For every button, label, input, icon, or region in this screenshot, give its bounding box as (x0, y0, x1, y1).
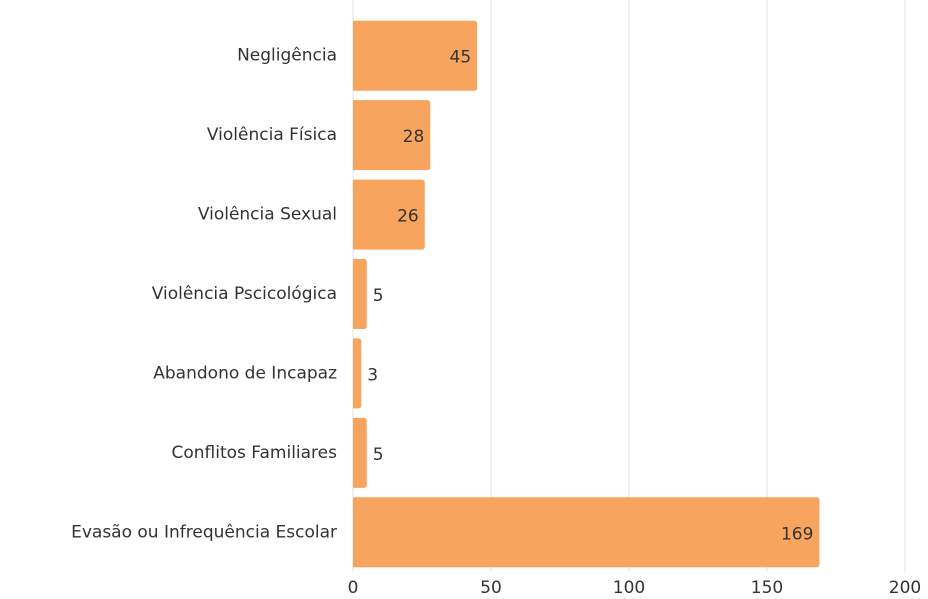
y-tick-label: Negligência (237, 46, 337, 66)
bar (353, 417, 367, 488)
x-tick-label: 0 (348, 578, 359, 598)
value-label: 169 (781, 524, 813, 544)
value-label: 3 (367, 365, 378, 385)
value-label: 28 (403, 127, 425, 147)
y-tick-label: Abandono de Incapaz (153, 363, 337, 383)
bar (353, 338, 362, 409)
value-label: 45 (450, 48, 472, 68)
y-tick-label: Violência Sexual (198, 205, 337, 225)
y-tick-label: Evasão ou Infrequência Escolar (71, 522, 337, 542)
value-label: 26 (397, 207, 419, 227)
x-tick-label: 200 (889, 578, 921, 598)
bar (353, 259, 367, 329)
x-tick-label: 50 (480, 578, 502, 598)
bar (353, 20, 478, 91)
bar (353, 179, 425, 250)
value-label: 5 (373, 445, 384, 465)
x-tick-label: 150 (751, 578, 783, 598)
y-tick-label: Violência Física (207, 125, 337, 145)
x-tick-label: 100 (613, 578, 645, 598)
bar (353, 497, 820, 568)
value-label: 5 (373, 286, 384, 306)
bar (353, 100, 431, 171)
y-tick-label: Violência Pscicológica (152, 284, 337, 304)
y-tick-label: Conflitos Familiares (171, 443, 337, 463)
